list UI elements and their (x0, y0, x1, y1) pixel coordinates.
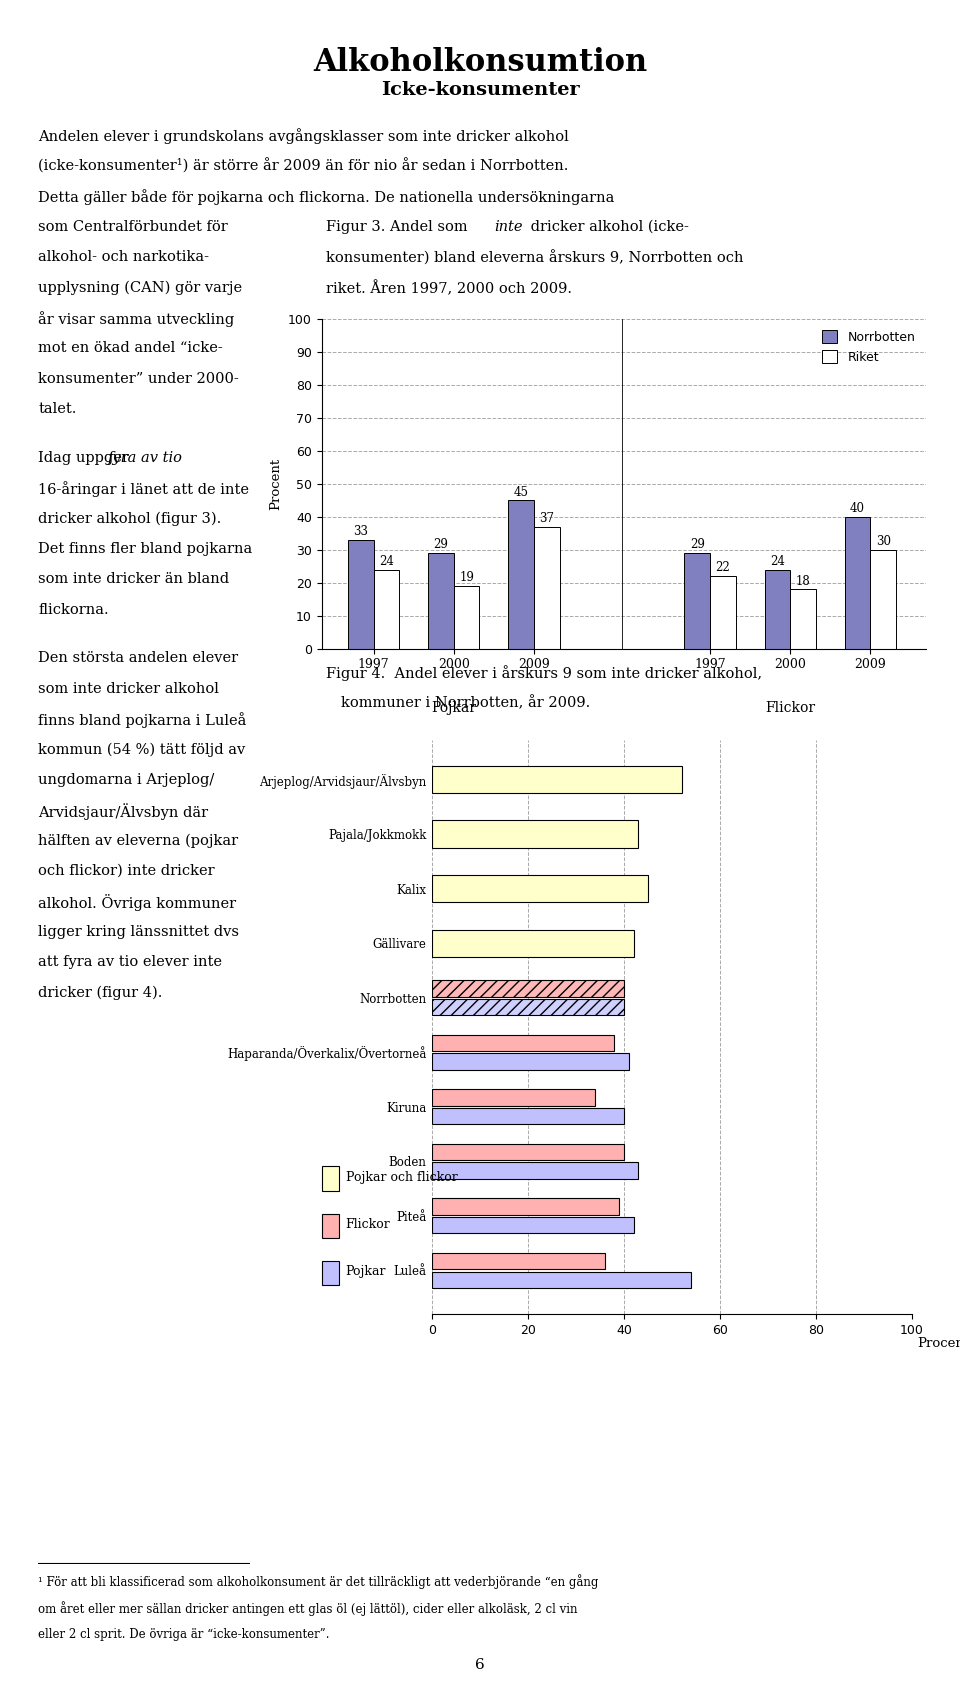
Text: dricker alkohol (figur 3).: dricker alkohol (figur 3). (38, 512, 222, 525)
Bar (454, 586, 479, 649)
Text: (icke-konsumenter¹) är större år 2009 än för nio år sedan i Norrbotten.: (icke-konsumenter¹) är större år 2009 än… (38, 159, 568, 174)
Bar (428, 552, 454, 649)
Text: Flickor: Flickor (346, 1218, 391, 1231)
Y-axis label: Procent: Procent (270, 458, 282, 510)
Bar (432, 765, 682, 794)
Bar (432, 1218, 634, 1233)
Text: som inte dricker alkohol: som inte dricker alkohol (38, 682, 219, 696)
Text: Figur 3. Andel som: Figur 3. Andel som (326, 220, 472, 233)
Text: finns bland pojkarna i Luleå: finns bland pojkarna i Luleå (38, 713, 247, 728)
Bar (710, 576, 735, 649)
Bar (432, 1272, 691, 1289)
Text: upplysning (CAN) gör varje: upplysning (CAN) gör varje (38, 280, 243, 296)
Bar (432, 875, 648, 902)
Text: dricker alkohol (icke-: dricker alkohol (icke- (526, 220, 689, 233)
Text: 40: 40 (850, 502, 865, 515)
Bar (508, 500, 534, 649)
Legend: Norrbotten, Riket: Norrbotten, Riket (817, 326, 920, 368)
Text: konsumenter) bland eleverna årskurs 9, Norrbotten och: konsumenter) bland eleverna årskurs 9, N… (326, 250, 744, 265)
Text: 29: 29 (690, 539, 705, 551)
Bar (764, 569, 790, 649)
Text: ¹ För att bli klassificerad som alkoholkonsument är det tillräckligt att vederbj: ¹ För att bli klassificerad som alkoholk… (38, 1574, 599, 1589)
Bar (432, 1035, 614, 1051)
Text: riket. Åren 1997, 2000 och 2009.: riket. Åren 1997, 2000 och 2009. (326, 280, 572, 296)
Bar (348, 540, 373, 649)
Bar (432, 1162, 638, 1179)
Text: som inte dricker än bland: som inte dricker än bland (38, 573, 229, 586)
Text: flickorna.: flickorna. (38, 603, 109, 616)
Text: dricker (figur 4).: dricker (figur 4). (38, 986, 163, 1000)
Text: Figur 4.  Andel elever i årskurs 9 som inte dricker alkohol,: Figur 4. Andel elever i årskurs 9 som in… (326, 665, 762, 681)
Text: Det finns fler bland pojkarna: Det finns fler bland pojkarna (38, 542, 252, 556)
Text: Andelen elever i grundskolans avgångsklasser som inte dricker alkohol: Andelen elever i grundskolans avgångskla… (38, 128, 569, 144)
Text: ligger kring länssnittet dvs: ligger kring länssnittet dvs (38, 926, 239, 939)
Bar (871, 551, 896, 649)
Text: ungdomarna i Arjeplog/: ungdomarna i Arjeplog/ (38, 774, 215, 787)
Bar (432, 998, 624, 1015)
Text: 18: 18 (796, 574, 810, 588)
Text: 30: 30 (876, 535, 891, 549)
Text: Pojkar: Pojkar (431, 701, 476, 714)
Text: Arvidsjaur/Älvsbyn där: Arvidsjaur/Älvsbyn där (38, 804, 208, 821)
Text: Pojkar och flickor: Pojkar och flickor (346, 1170, 457, 1184)
Text: alkohol. Övriga kommuner: alkohol. Övriga kommuner (38, 895, 236, 912)
Text: 22: 22 (715, 561, 731, 574)
Text: hälften av eleverna (pojkar: hälften av eleverna (pojkar (38, 834, 238, 848)
Bar (790, 589, 816, 649)
Text: alkohol- och narkotika-: alkohol- och narkotika- (38, 250, 209, 263)
Bar (534, 527, 560, 649)
Bar (432, 1108, 624, 1125)
Text: 37: 37 (540, 512, 554, 525)
Text: Procent: Procent (917, 1338, 960, 1350)
Text: 45: 45 (514, 486, 529, 498)
Bar (322, 1167, 339, 1191)
Bar (432, 1253, 605, 1270)
Bar (432, 821, 638, 848)
Text: mot en ökad andel “icke-: mot en ökad andel “icke- (38, 341, 223, 355)
Text: Icke-konsumenter: Icke-konsumenter (380, 81, 580, 100)
Bar (432, 980, 624, 997)
Text: konsumenter” under 2000-: konsumenter” under 2000- (38, 372, 239, 385)
Text: 24: 24 (379, 556, 394, 568)
Text: talet.: talet. (38, 402, 77, 415)
Text: år visar samma utveckling: år visar samma utveckling (38, 311, 234, 326)
Bar (684, 552, 710, 649)
Text: 19: 19 (459, 571, 474, 584)
Bar (432, 929, 634, 956)
Bar (432, 1143, 624, 1160)
Text: fyra av tio: fyra av tio (108, 451, 182, 464)
Bar (322, 1262, 339, 1285)
Text: och flickor) inte dricker: och flickor) inte dricker (38, 865, 215, 878)
Text: eller 2 cl sprit. De övriga är “icke-konsumenter”.: eller 2 cl sprit. De övriga är “icke-kon… (38, 1628, 330, 1642)
Text: som Centralförbundet för: som Centralförbundet för (38, 220, 228, 233)
Text: Flickor: Flickor (765, 701, 815, 714)
Text: Alkoholkonsumtion: Alkoholkonsumtion (313, 47, 647, 78)
Text: Idag uppger: Idag uppger (38, 451, 133, 464)
Text: Detta gäller både för pojkarna och flickorna. De nationella undersökningarna: Detta gäller både för pojkarna och flick… (38, 189, 614, 204)
Text: kommuner i Norrbotten, år 2009.: kommuner i Norrbotten, år 2009. (341, 696, 590, 711)
Bar (373, 569, 399, 649)
Bar (432, 1054, 629, 1069)
Text: 33: 33 (353, 525, 369, 539)
Bar (322, 1214, 339, 1238)
Text: kommun (54 %) tätt följd av: kommun (54 %) tätt följd av (38, 743, 246, 757)
Bar (432, 1199, 619, 1214)
Text: 24: 24 (770, 556, 785, 568)
Text: om året eller mer sällan dricker antingen ett glas öl (ej lättöl), cider eller a: om året eller mer sällan dricker antinge… (38, 1601, 578, 1616)
Text: inte: inte (494, 220, 523, 233)
Text: 29: 29 (434, 539, 448, 551)
Text: Pojkar: Pojkar (346, 1265, 386, 1279)
Text: 16-åringar i länet att de inte: 16-åringar i länet att de inte (38, 481, 250, 497)
Text: att fyra av tio elever inte: att fyra av tio elever inte (38, 956, 223, 969)
Bar (432, 1089, 595, 1106)
Bar (845, 517, 871, 649)
Text: 6: 6 (475, 1659, 485, 1672)
Text: Den största andelen elever: Den största andelen elever (38, 652, 238, 665)
